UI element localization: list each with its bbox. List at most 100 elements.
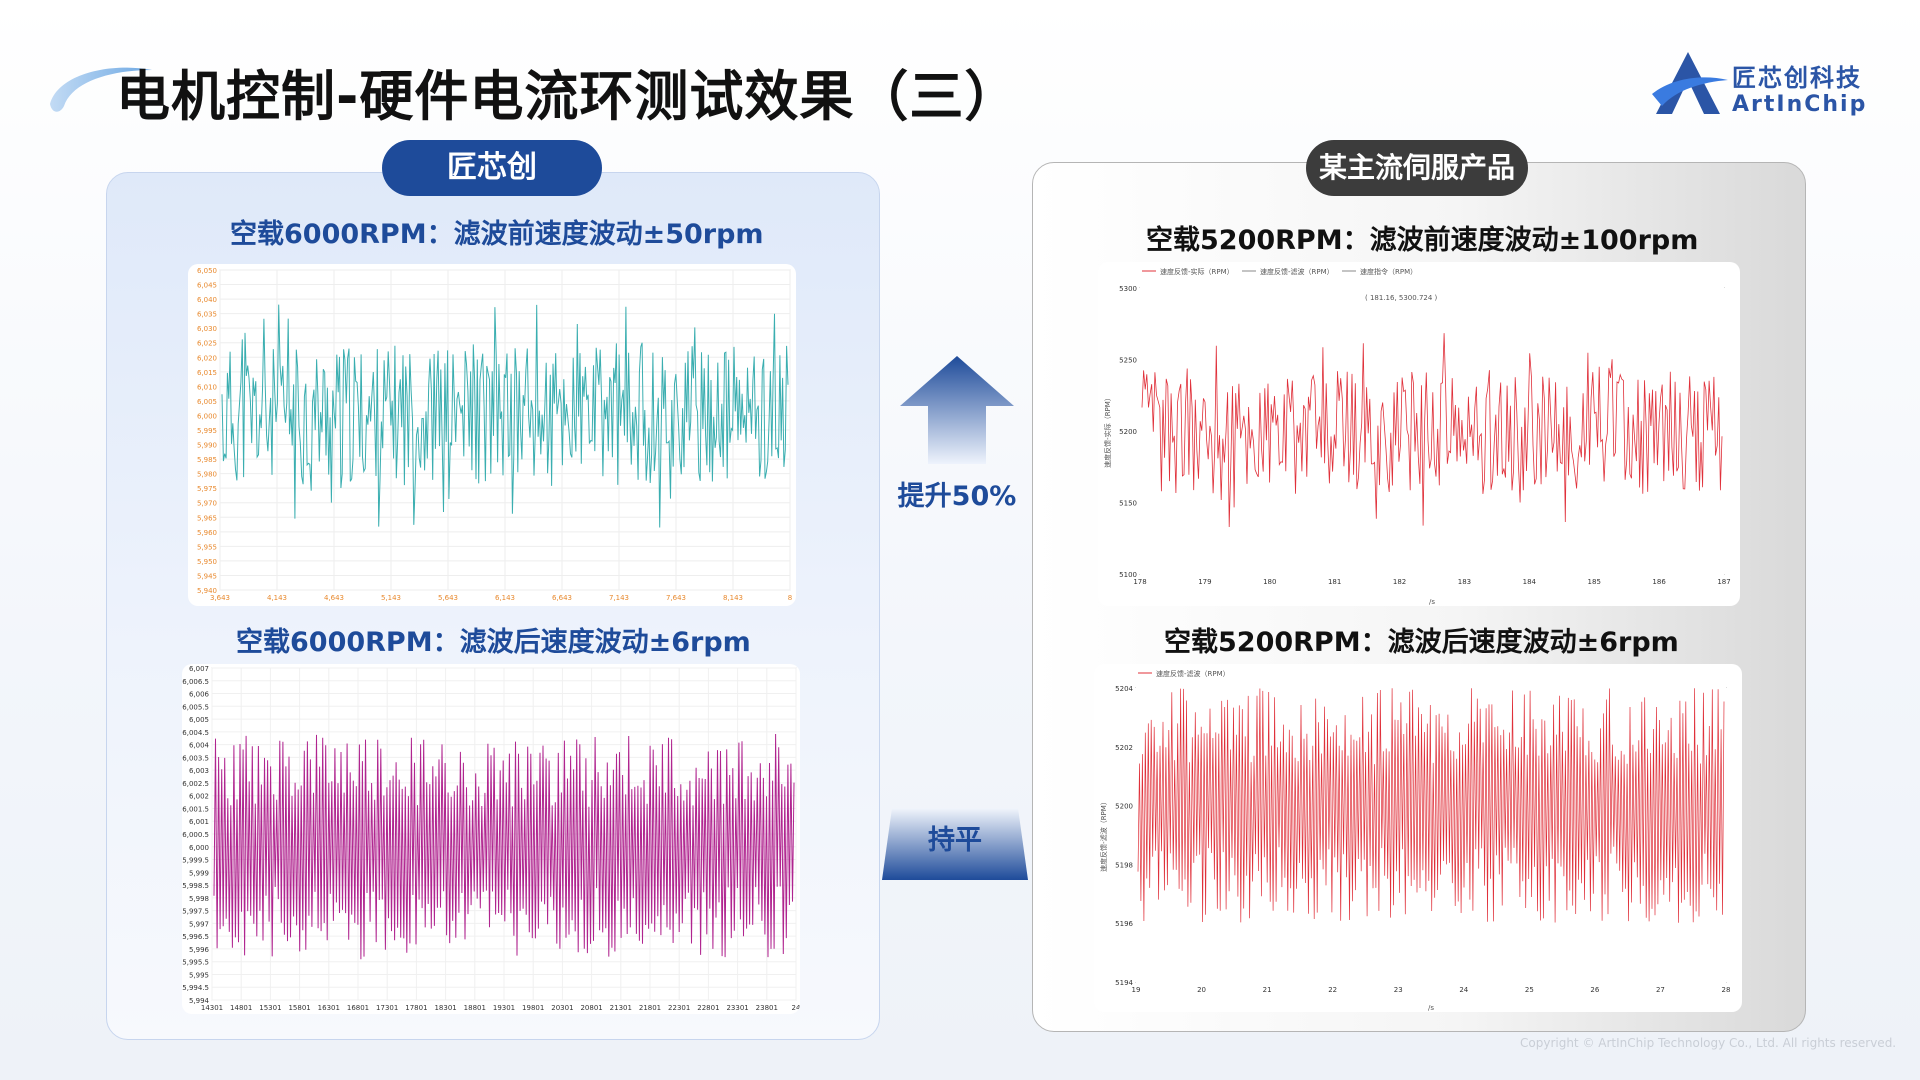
y-tick-label: 5202 [1115,744,1133,752]
y-tick-label: 5,955 [197,543,217,551]
x-tick-label: 179 [1198,578,1211,586]
x-tick-label: 14301 [201,1004,223,1012]
chart-right-bottom: 5204 5202 5200 5198 5196 5194 19 20 21 22 23 24 25 26… [1094,664,1742,1012]
logo-text-en: ArtInChip [1732,92,1868,117]
y-axis-label: 速度反馈-实际（RPM） [1103,394,1112,468]
y-tick-label: 5,980 [197,471,217,479]
x-tick-label: 4,643 [324,594,344,602]
signal-series-line [213,733,795,960]
chart-left-bottom-svg: 6,007 6,006.5 6,006 6,005.5 6,005 6,004.5 6,00… [182,665,800,1012]
y-tick-label: 5,965 [197,514,217,522]
x-tick-label: 23301 [726,1004,748,1012]
y-tick-label: 6,000 [197,412,217,420]
y-tick-label: 6,006 [189,691,210,699]
logo-text-cn: 匠芯创科技 [1732,64,1862,92]
y-tick-label: 5150 [1119,500,1137,508]
y-tick-label: 5196 [1115,920,1133,928]
y-tick-label: 6,004.5 [182,729,209,737]
y-tick-label: 6,015 [197,369,217,377]
y-tick-label: 5200 [1115,803,1133,811]
y-tick-label: 6,035 [197,311,217,319]
y-tick-label: 6,040 [197,296,217,304]
y-tick-label: 5,945 [197,572,217,580]
x-tick-label: 7,643 [666,594,686,602]
x-tick-label: 19 [1132,986,1141,994]
y-tick-label: 6,005 [189,716,209,724]
y-tick-label: 6,025 [197,340,217,348]
legend-label: 速度指令（RPM） [1360,267,1417,276]
y-tick-label: 5204 [1115,685,1133,693]
signal-series-line [1141,333,1723,528]
signal-series-line [221,304,789,528]
y-tick-label: 6,001.5 [182,805,209,813]
x-tick-label: 5,643 [438,594,458,602]
y-tick-label: 5,997.5 [182,908,209,916]
y-tick-label: 6,002.5 [182,780,209,788]
x-tick-label: 15301 [259,1004,281,1012]
x-tick-label: 16801 [347,1004,369,1012]
y-tick-label: 5,996.5 [182,933,209,941]
y-axis-label: 速度反馈-滤波（RPM） [1099,798,1108,872]
y-tick-label: 6,050 [197,267,217,275]
y-tick-label: 5,960 [197,529,217,537]
x-tick-label: 184 [1523,578,1537,586]
artinchip-logo-icon [1652,52,1728,114]
y-tick-label: 5,995 [197,427,217,435]
x-tick-label: 4,143 [267,594,287,602]
legend-label: 速度反馈-实际（RPM） [1160,267,1234,276]
x-tick-label: 3,643 [210,594,230,602]
y-tick-label: 6,007 [189,665,209,673]
y-tick-label: 6,005.5 [182,703,209,711]
x-tick-label: 27 [1656,986,1665,994]
page-title: 电机控制-硬件电流环测试效果（三） [116,65,1020,128]
y-tick-label: 5100 [1119,571,1137,579]
x-tick-label: 28 [1722,986,1731,994]
x-tick-label: 8,143 [723,594,743,602]
flat-label: 持平 [928,825,982,856]
x-tick-label: 183 [1458,578,1471,586]
x-tick-label: 21301 [610,1004,632,1012]
y-tick-label: 5300 [1119,285,1137,293]
x-tick-label: 23801 [756,1004,778,1012]
x-tick-label: 20801 [580,1004,602,1012]
competitor-header-pill: 某主流伺服产品 [1306,140,1528,196]
chart-left-top-svg: 6,050 6,045 6,040 6,035 6,030 6,025 6,020 6,015… [197,267,792,602]
x-tick-label: 25 [1525,986,1534,994]
y-tick-label: 6,003.5 [182,754,209,762]
y-tick-label: 6,010 [197,383,217,391]
y-tick-label: 6,002 [189,793,209,801]
y-tick-label: 6,005 [197,398,217,406]
legend-label: 速度反馈-滤波（RPM） [1260,267,1334,276]
x-tick-label: 20301 [551,1004,573,1012]
y-tick-label: 5,994 [189,997,210,1005]
y-tick-label: 5,999.5 [182,857,209,865]
y-tick-label: 5,994.5 [182,984,209,992]
x-tick-label: 18301 [434,1004,456,1012]
chart-left-top: 6,050 6,045 6,040 6,035 6,030 6,025 6,020 6,015… [188,264,796,606]
x-tick-label: 17301 [376,1004,398,1012]
artinchip-header-pill: 匠芯创 [382,140,602,196]
x-tick-label: 22301 [668,1004,690,1012]
copyright-text: Copyright © ArtInChip Technology Co., Lt… [1520,1036,1897,1050]
flat-bar-icon [882,808,1028,880]
up-arrow-icon [900,356,1014,464]
y-tick-label: 6,000.5 [182,831,209,839]
x-tick-label: 178 [1133,578,1146,586]
chart-left-bottom: 6,007 6,006.5 6,006 6,005.5 6,005 6,004.5 6,00… [182,664,800,1014]
y-tick-label: 5,998 [189,895,209,903]
x-tick-label: 18801 [464,1004,486,1012]
chart-right-top: 5300 5250 5200 5150 5100 178 179 180 181 182 183 18… [1098,262,1740,606]
x-tick-label: 14801 [230,1004,252,1012]
x-axis-label: /s [1428,1004,1434,1012]
x-tick-label: 182 [1393,578,1406,586]
y-tick-label: 5,940 [197,587,217,595]
x-tick-label: 6,143 [495,594,515,602]
y-tick-label: 6,045 [197,282,217,290]
x-tick-label: 180 [1263,578,1276,586]
right-top-caption: 空载5200RPM：滤波前速度波动±100rpm [1146,225,1699,256]
y-tick-label: 5,990 [197,442,217,450]
left-bottom-caption: 空载6000RPM：滤波后速度波动±6rpm [236,627,751,658]
y-tick-label: 6,006.5 [182,678,209,686]
